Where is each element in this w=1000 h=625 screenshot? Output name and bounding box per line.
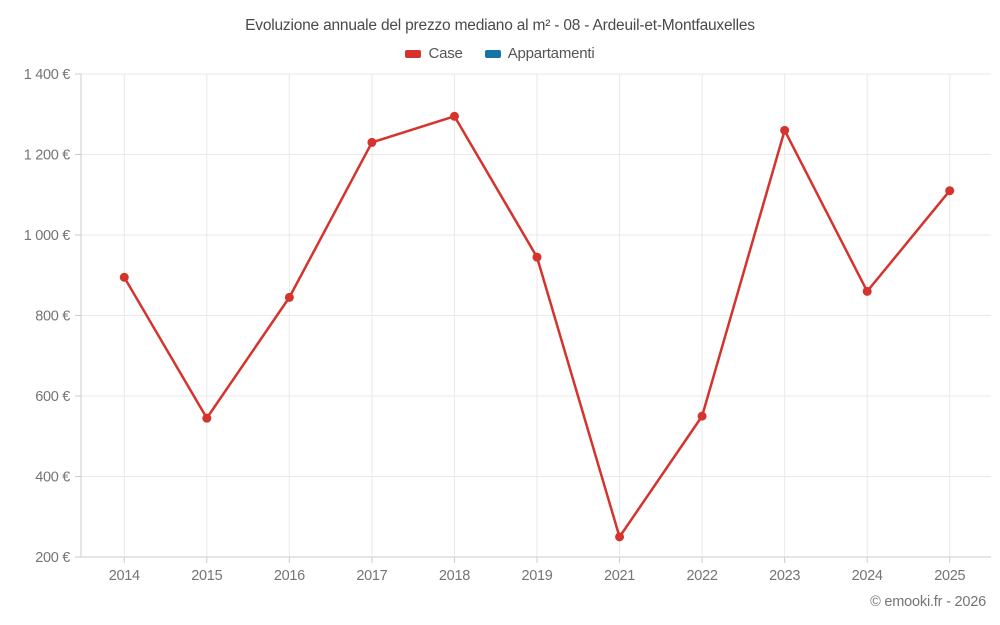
x-axis-label: 2025 bbox=[934, 568, 965, 584]
x-axis-label: 2023 bbox=[769, 568, 800, 584]
data-point-case-2014[interactable] bbox=[119, 272, 129, 282]
x-axis-label: 2016 bbox=[274, 568, 305, 584]
x-axis-label: 2014 bbox=[109, 568, 140, 584]
copyright-credit: © emooki.fr - 2026 bbox=[870, 594, 986, 610]
data-point-case-2015[interactable] bbox=[202, 413, 212, 423]
legend-label-case: Case bbox=[428, 45, 463, 62]
data-point-case-2017[interactable] bbox=[367, 137, 377, 147]
chart-legend: Case Appartamenti bbox=[0, 45, 1000, 62]
data-point-case-2016[interactable] bbox=[284, 292, 294, 302]
y-axis-label: 1 000 € bbox=[24, 228, 71, 244]
x-axis-label: 2021 bbox=[604, 568, 635, 584]
y-axis-label: 1 400 € bbox=[24, 67, 71, 83]
appartamenti-swatch-icon bbox=[484, 49, 501, 58]
x-axis-label: 2022 bbox=[687, 568, 718, 584]
x-axis-label: 2024 bbox=[852, 568, 883, 584]
data-point-case-2019[interactable] bbox=[532, 252, 542, 262]
data-point-case-2022[interactable] bbox=[697, 411, 707, 421]
legend-item-appartamenti[interactable]: Appartamenti bbox=[484, 45, 595, 62]
data-point-case-2023[interactable] bbox=[780, 125, 790, 135]
x-axis-label: 2019 bbox=[521, 568, 552, 584]
data-point-case-2021[interactable] bbox=[615, 532, 625, 542]
data-point-case-2025[interactable] bbox=[945, 186, 955, 196]
legend-label-appartamenti: Appartamenti bbox=[507, 45, 595, 62]
y-axis-label: 1 200 € bbox=[24, 148, 71, 164]
legend-item-case[interactable]: Case bbox=[405, 45, 463, 62]
chart-title: Evoluzione annuale del prezzo mediano al… bbox=[245, 17, 755, 34]
data-point-case-2024[interactable] bbox=[862, 286, 872, 296]
y-axis-label: 800 € bbox=[35, 309, 70, 325]
y-axis-label: 400 € bbox=[35, 470, 70, 486]
x-axis-label: 2017 bbox=[356, 568, 387, 584]
y-axis-label: 200 € bbox=[35, 550, 70, 566]
case-swatch-icon bbox=[405, 49, 422, 58]
x-axis-label: 2015 bbox=[191, 568, 222, 584]
x-axis-label: 2018 bbox=[439, 568, 470, 584]
data-point-case-2018[interactable] bbox=[449, 111, 459, 121]
y-axis-label: 600 € bbox=[35, 389, 70, 405]
